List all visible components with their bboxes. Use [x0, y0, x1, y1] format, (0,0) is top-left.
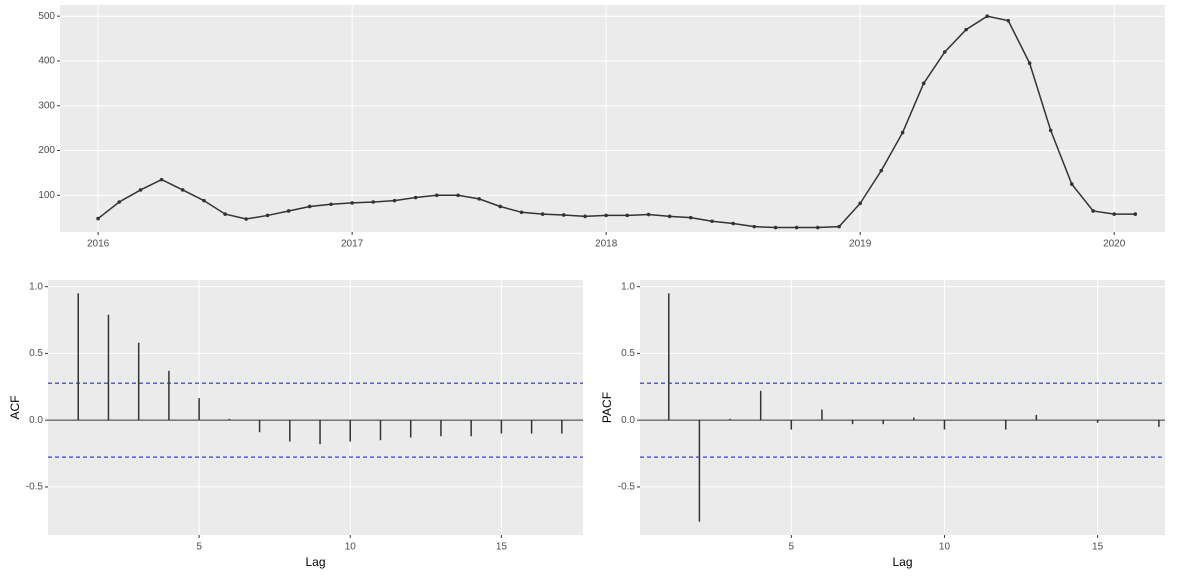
x-tick-label: 2018: [595, 239, 618, 250]
plot-background: [640, 280, 1165, 535]
data-point: [583, 214, 587, 219]
data-point: [667, 214, 672, 219]
y-tick-label: 400: [38, 56, 55, 67]
data-point: [138, 188, 143, 192]
x-tick-label: 10: [939, 542, 951, 553]
x-tick-label: 2017: [341, 239, 364, 250]
data-point: [392, 198, 397, 203]
x-tick-label: 2019: [849, 239, 872, 250]
y-tick-label: 500: [38, 11, 55, 22]
x-tick-label: 5: [789, 542, 795, 553]
y-tick-label: 1.0: [29, 281, 43, 292]
data-point: [646, 212, 651, 217]
x-tick-label: 15: [1092, 542, 1104, 553]
x-axis-title: Lag: [892, 555, 912, 569]
data-point: [307, 204, 312, 209]
data-point: [350, 201, 354, 205]
x-tick-label: 2020: [1103, 239, 1126, 250]
data-point: [202, 198, 206, 203]
data-point: [1112, 212, 1116, 216]
data-point: [942, 50, 947, 54]
data-point: [498, 204, 503, 209]
y-tick-label: 200: [38, 145, 55, 156]
y-tick-label: 100: [38, 190, 55, 201]
y-tick-label: 1.0: [621, 281, 635, 292]
data-point: [371, 200, 376, 204]
data-point: [921, 81, 926, 86]
data-point: [159, 177, 164, 182]
data-point: [456, 193, 460, 198]
y-tick-label: -0.5: [618, 482, 636, 493]
data-point: [731, 221, 735, 226]
y-axis-title: PACF: [600, 392, 614, 423]
data-point: [794, 225, 799, 230]
data-point: [1133, 212, 1138, 216]
data-point: [858, 201, 862, 206]
x-axis-title: Lag: [305, 555, 325, 569]
series-line: [97, 15, 1136, 229]
y-tick-label: 0.5: [621, 348, 635, 359]
data-point: [688, 215, 693, 220]
data-point: [223, 212, 227, 216]
data-point: [519, 210, 524, 215]
data-point: [180, 188, 185, 192]
data-point: [815, 225, 820, 230]
data-point: [96, 216, 100, 221]
data-point: [900, 130, 905, 135]
data-point: [879, 168, 884, 173]
data-point: [837, 224, 841, 229]
data-point: [1027, 61, 1032, 66]
data-point: [329, 202, 333, 207]
data-point: [244, 217, 248, 221]
y-axis-title: ACF: [8, 396, 22, 420]
y-tick-label: 0.5: [29, 348, 43, 359]
data-point: [604, 213, 608, 218]
x-tick-label: 10: [345, 542, 357, 553]
plot-background: [48, 280, 583, 535]
data-point: [752, 224, 757, 229]
data-point: [1091, 209, 1095, 213]
x-tick-label: 5: [196, 542, 202, 553]
data-point: [964, 27, 968, 32]
data-point: [1006, 18, 1011, 23]
y-tick-label: -0.5: [26, 482, 44, 493]
data-point: [540, 212, 545, 216]
data-point: [625, 213, 630, 218]
y-tick-label: 0.0: [621, 415, 635, 426]
y-tick-label: 300: [38, 100, 55, 111]
data-point: [710, 219, 714, 224]
data-point: [773, 225, 778, 230]
data-point: [286, 209, 291, 213]
x-tick-label: 15: [496, 542, 508, 553]
x-tick-label: 2016: [87, 239, 110, 250]
data-point: [1048, 128, 1053, 133]
data-point: [413, 195, 418, 200]
data-point: [477, 197, 481, 201]
data-point: [1069, 182, 1074, 186]
data-point: [265, 213, 270, 218]
data-point: [434, 193, 439, 198]
plot-background: [60, 5, 1165, 232]
data-point: [117, 200, 121, 204]
y-tick-label: 0.0: [29, 415, 43, 426]
data-point: [985, 14, 989, 18]
data-point: [561, 213, 566, 217]
